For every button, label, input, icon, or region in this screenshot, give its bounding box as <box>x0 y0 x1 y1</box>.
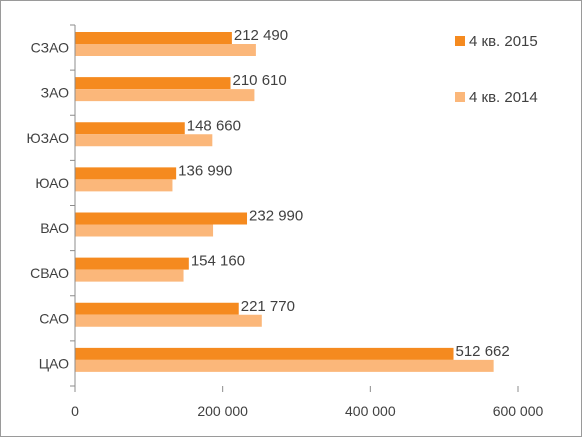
category-label-2: ЮЗАО <box>26 130 69 146</box>
bar-2015-1 <box>75 77 231 90</box>
category-label-6: САО <box>39 310 69 326</box>
data-label-5: 154 160 <box>191 253 245 270</box>
x-tick-label-0: 0 <box>71 403 79 419</box>
legend-swatch-1 <box>455 92 465 102</box>
category-label-7: ЦАО <box>39 355 69 371</box>
legend-label-0: 4 кв. 2015 <box>469 33 538 50</box>
category-label-5: СВАО <box>30 265 69 281</box>
bar-2014-1 <box>75 89 255 102</box>
data-label-0: 212 490 <box>234 27 288 44</box>
legend-swatch-0 <box>455 36 465 46</box>
bars-layer <box>75 32 494 372</box>
bar-2015-3 <box>75 167 177 180</box>
data-label-4: 232 990 <box>249 208 303 225</box>
category-label-0: СЗАО <box>31 40 69 56</box>
axes: СЗАО ЗАО ЮЗАО ЮАО ВАО СВАО САО ЦАО 0 200 000 400 0… <box>26 24 544 419</box>
x-tick-label-2: 400 000 <box>345 403 396 419</box>
bar-2015-6 <box>75 302 239 315</box>
x-tick-label-1: 200 000 <box>197 403 248 419</box>
legend-label-1: 4 кв. 2014 <box>469 89 538 106</box>
data-label-1: 210 610 <box>233 72 287 89</box>
bar-2014-5 <box>75 269 184 282</box>
x-tick-label-3: 600 000 <box>493 403 544 419</box>
bar-2015-4 <box>75 212 248 225</box>
category-label-4: ВАО <box>40 220 69 236</box>
data-labels: 212 490 210 610 148 660 136 990 232 990 154 1… <box>178 27 510 360</box>
legend: 4 кв. 2015 4 кв. 2014 <box>455 33 538 106</box>
bar-2015-0 <box>75 32 232 44</box>
bar-2014-4 <box>75 224 214 237</box>
bar-2014-3 <box>75 179 173 192</box>
bar-2014-0 <box>75 44 256 56</box>
bar-2015-7 <box>75 347 454 360</box>
category-label-3: ЮАО <box>35 175 69 191</box>
bar-2015-5 <box>75 257 189 270</box>
data-label-7: 512 662 <box>456 343 510 360</box>
bar-2014-2 <box>75 134 213 147</box>
bar-2014-6 <box>75 314 262 327</box>
bar-2015-2 <box>75 122 185 135</box>
category-label-1: ЗАО <box>41 85 69 101</box>
data-label-6: 221 770 <box>241 298 295 315</box>
data-label-3: 136 990 <box>178 162 232 179</box>
data-label-2: 148 660 <box>187 117 241 134</box>
bar-2014-7 <box>75 359 494 372</box>
